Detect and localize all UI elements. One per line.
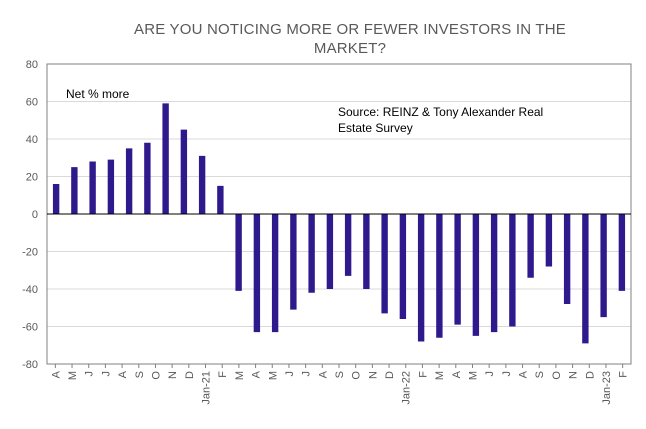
bar	[472, 214, 480, 336]
x-tick-label: N	[568, 371, 580, 379]
y-tick-label: -20	[22, 247, 38, 259]
y-tick-label: 40	[26, 134, 38, 146]
x-tick-label: S	[134, 371, 146, 378]
bar	[363, 214, 370, 289]
bar	[344, 214, 352, 276]
x-tick-label: Jan-23	[601, 371, 613, 405]
x-tick-label: J	[301, 371, 313, 377]
bar	[545, 214, 553, 267]
bar	[144, 142, 151, 214]
chart-title-line-1: ARE YOU NOTICING MORE OR FEWER INVESTORS…	[134, 21, 566, 38]
x-tick-label: O	[150, 371, 162, 380]
x-tick-label: N	[367, 371, 379, 379]
x-tick-label: A	[117, 370, 129, 378]
bar	[381, 214, 388, 314]
bar	[454, 214, 461, 325]
x-tick-label: M	[267, 371, 279, 380]
x-tick-label: O	[351, 371, 363, 380]
bar	[198, 155, 206, 214]
bar	[308, 214, 315, 293]
x-tick-label: S	[534, 371, 546, 378]
x-tick-label: D	[584, 371, 596, 379]
x-tick-label: A	[518, 370, 530, 378]
bar	[235, 214, 242, 291]
x-tick-label: J	[100, 371, 112, 377]
x-tick-label: J	[484, 371, 496, 377]
bar	[290, 214, 297, 310]
bar	[89, 161, 96, 214]
bar	[107, 159, 115, 214]
bar	[600, 214, 607, 318]
bar	[417, 214, 425, 342]
y-tick-label: 0	[32, 209, 38, 221]
x-tick-label: M	[434, 371, 446, 380]
y-tick-label: 60	[26, 97, 38, 109]
x-tick-label: M	[234, 371, 246, 380]
x-tick-label: A	[251, 370, 263, 378]
chart-title: ARE YOU NOTICING MORE OR FEWER INVESTORS…	[60, 20, 640, 58]
x-tick-label: D	[184, 371, 196, 379]
x-tick-label: M	[467, 371, 479, 380]
x-tick-label: J	[84, 371, 96, 377]
x-tick-label: O	[551, 371, 563, 380]
x-tick-label: J	[284, 371, 296, 377]
bar	[217, 185, 224, 214]
x-tick-label: N	[167, 371, 179, 379]
bar	[52, 184, 60, 214]
bar	[563, 214, 571, 304]
bar	[527, 214, 534, 278]
x-tick-label: S	[334, 371, 346, 378]
x-tick-label: A	[50, 370, 62, 378]
y-tick-label: 20	[26, 172, 38, 184]
y-tick-label: -80	[22, 359, 38, 371]
x-tick-label: F	[417, 371, 429, 378]
bar	[180, 129, 188, 214]
x-tick-label: A	[317, 370, 329, 378]
x-tick-label: M	[67, 371, 79, 380]
x-tick-label: F	[618, 371, 630, 378]
x-tick-label: D	[384, 371, 396, 379]
bar	[509, 214, 516, 327]
source-annotation-line-1: Source: REINZ & Tony Alexander Real	[338, 105, 543, 119]
series-label: Net % more	[66, 87, 130, 101]
bar	[490, 214, 498, 333]
x-tick-label: J	[501, 371, 513, 377]
bar	[71, 167, 78, 214]
chart-title-line-2: MARKET?	[313, 40, 387, 57]
x-tick-label: Jan-21	[201, 371, 213, 405]
bar	[253, 214, 261, 333]
y-tick-label: -60	[22, 322, 38, 334]
bar	[162, 103, 169, 214]
bar	[125, 148, 133, 214]
bar	[436, 214, 443, 338]
y-tick-label: -40	[22, 284, 38, 296]
bar	[326, 214, 334, 289]
bar	[399, 214, 407, 319]
y-tick-label: 80	[26, 59, 38, 71]
x-tick-label: F	[217, 371, 229, 378]
x-tick-label: Jan-22	[401, 371, 413, 405]
bar	[618, 214, 626, 291]
bar	[582, 214, 589, 344]
bar	[271, 214, 279, 333]
x-tick-label: A	[451, 370, 463, 378]
source-annotation-line-2: Estate Survey	[338, 121, 413, 135]
